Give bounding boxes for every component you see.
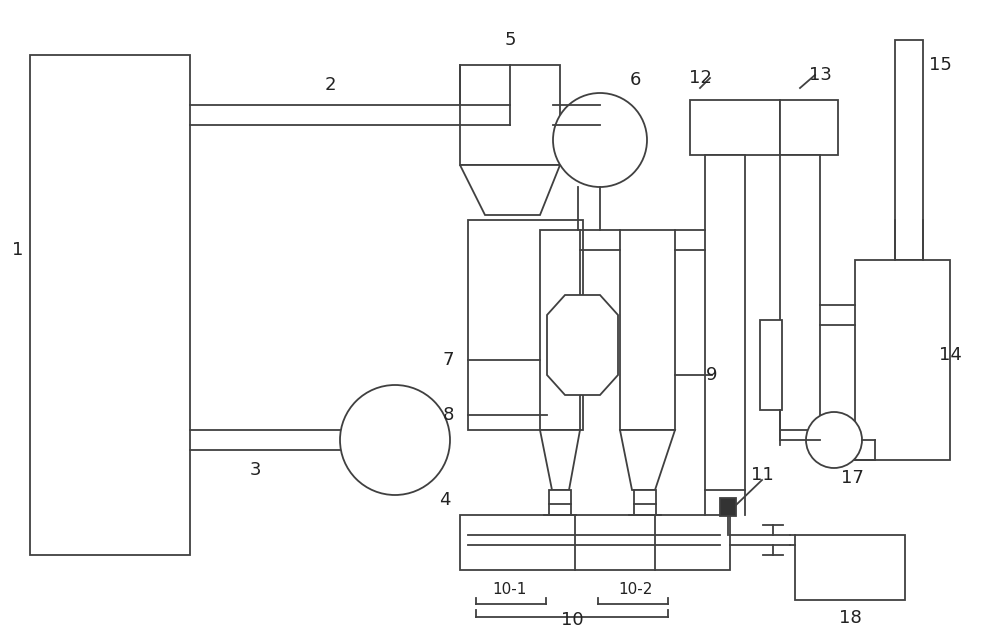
Bar bbox=[690, 100, 780, 155]
Text: 9: 9 bbox=[706, 366, 718, 384]
Text: 3: 3 bbox=[249, 461, 261, 479]
Text: 6: 6 bbox=[629, 71, 641, 89]
Bar bbox=[720, 498, 736, 516]
Text: 11: 11 bbox=[751, 466, 773, 484]
Text: 2: 2 bbox=[324, 76, 336, 94]
Polygon shape bbox=[540, 430, 580, 490]
Text: 10: 10 bbox=[561, 611, 583, 629]
Bar bbox=[780, 100, 838, 155]
Bar bbox=[634, 490, 656, 504]
Text: 7: 7 bbox=[442, 351, 454, 369]
Polygon shape bbox=[620, 430, 675, 490]
Bar bbox=[705, 155, 745, 490]
Text: 17: 17 bbox=[841, 469, 863, 487]
Bar bbox=[895, 40, 923, 260]
Text: 10-1: 10-1 bbox=[493, 582, 527, 598]
Bar bbox=[460, 515, 730, 570]
Bar bbox=[760, 320, 782, 410]
Bar bbox=[30, 55, 190, 555]
Text: 18: 18 bbox=[839, 609, 861, 627]
Bar bbox=[795, 535, 905, 600]
Text: 12: 12 bbox=[689, 69, 711, 87]
Text: 14: 14 bbox=[939, 346, 961, 364]
Bar bbox=[780, 155, 820, 430]
Circle shape bbox=[553, 93, 647, 187]
Text: 4: 4 bbox=[439, 491, 451, 509]
Bar bbox=[549, 490, 571, 504]
Text: 13: 13 bbox=[809, 66, 831, 84]
Text: 15: 15 bbox=[929, 56, 951, 74]
Bar bbox=[620, 230, 675, 430]
Circle shape bbox=[340, 385, 450, 495]
Polygon shape bbox=[460, 165, 560, 215]
Bar bbox=[540, 230, 580, 430]
Text: 5: 5 bbox=[504, 31, 516, 49]
Polygon shape bbox=[547, 295, 618, 395]
Bar bbox=[468, 220, 583, 430]
Text: 1: 1 bbox=[12, 241, 24, 259]
Bar bbox=[460, 65, 560, 165]
Circle shape bbox=[806, 412, 862, 468]
Text: 8: 8 bbox=[442, 406, 454, 424]
Text: 10-2: 10-2 bbox=[618, 582, 652, 598]
Bar bbox=[855, 260, 950, 460]
